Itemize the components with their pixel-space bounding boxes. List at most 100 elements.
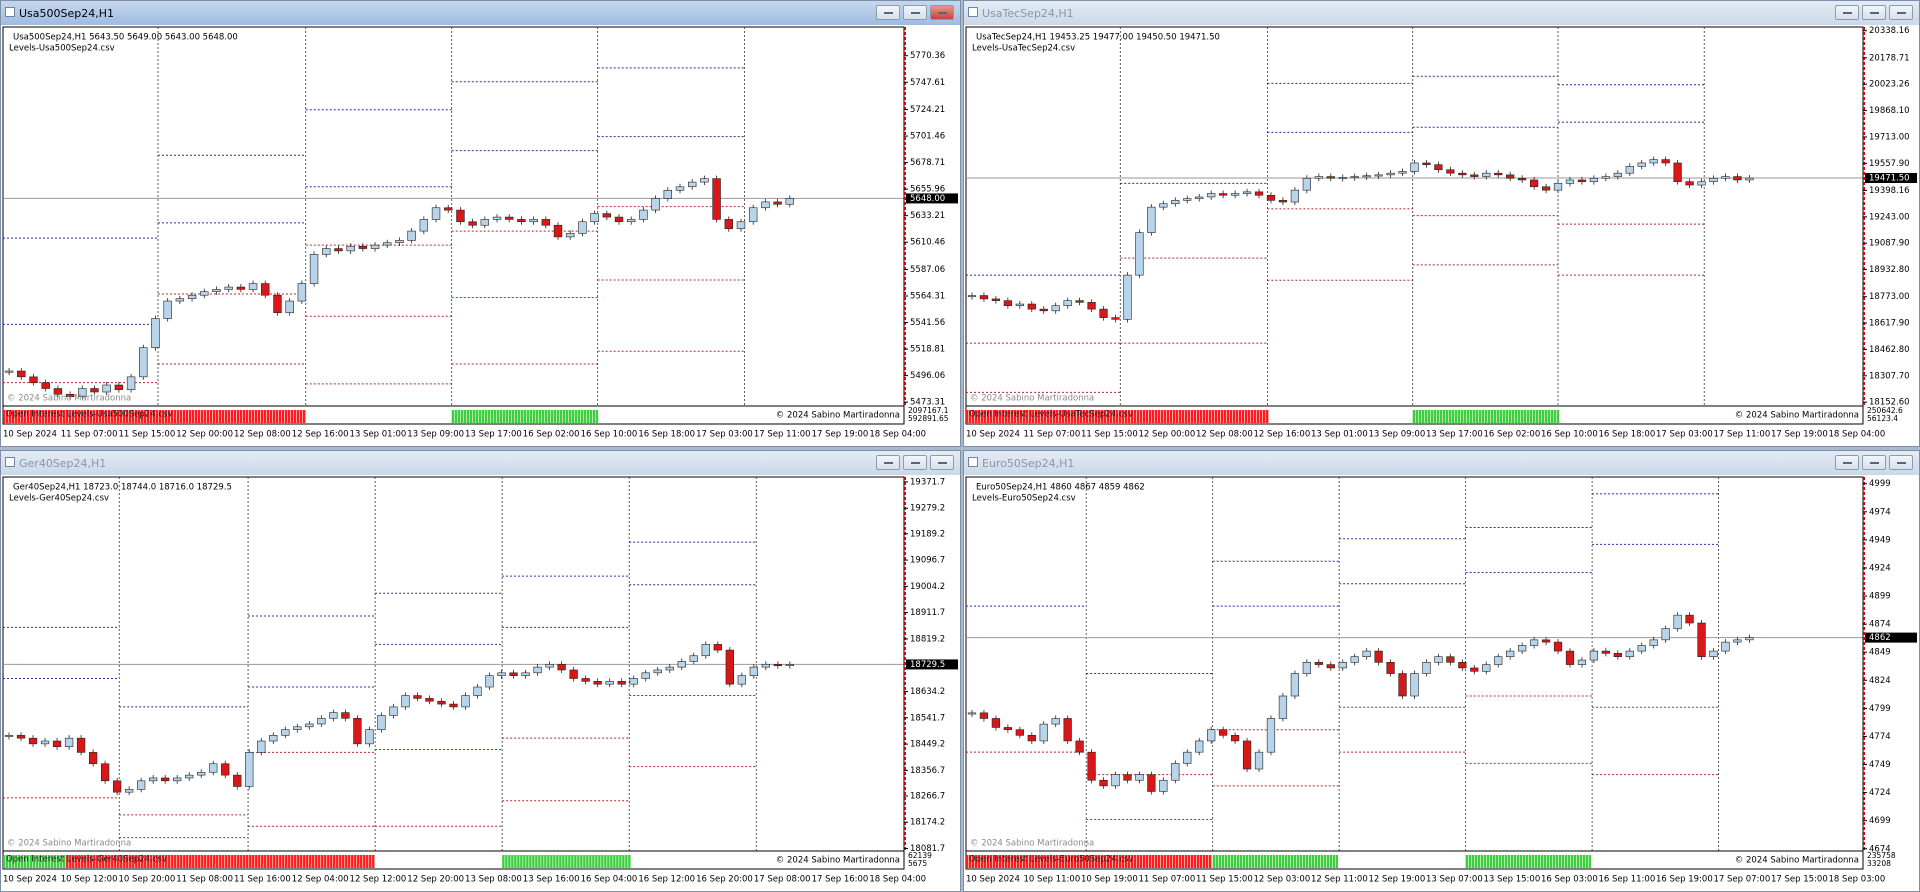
- indicator-bar: [1002, 410, 1005, 423]
- indicator-bar: [996, 855, 999, 868]
- indicator-bar: [1266, 855, 1270, 868]
- indicator-bar: [1544, 410, 1548, 423]
- price-tick-label: 18634.2: [910, 687, 945, 697]
- candle: [1171, 200, 1180, 205]
- indicator-bar: [1439, 410, 1443, 423]
- candle: [1410, 673, 1419, 697]
- time-label: 18 Sep 03:00: [1829, 875, 1886, 885]
- indicator-bar: [39, 855, 42, 868]
- indicator-bar: [198, 410, 201, 423]
- candle: [1697, 622, 1706, 657]
- indicator-bar: [51, 855, 54, 868]
- indicator-bar: [1424, 410, 1428, 423]
- candle: [602, 213, 612, 218]
- indicator-bar: [556, 410, 560, 423]
- indicator-bar: [1466, 410, 1470, 423]
- indicator-bar: [99, 855, 102, 868]
- indicator-bar: [276, 855, 279, 868]
- minimize-button[interactable]: [1835, 5, 1859, 20]
- maximize-button[interactable]: [903, 5, 927, 20]
- candle: [100, 763, 110, 782]
- chart-window[interactable]: UsaTecSep24,H1 UsaTecSep24,H1 19453.25 19…: [963, 0, 1920, 447]
- maximize-button[interactable]: [1862, 5, 1886, 20]
- indicator-bar: [978, 855, 981, 868]
- candle: [4, 735, 14, 737]
- candle: [1230, 193, 1240, 196]
- indicator-bar: [1507, 855, 1511, 868]
- candle: [785, 198, 794, 205]
- indicator-bar: [108, 855, 111, 868]
- indicator-bar: [24, 855, 27, 868]
- indicator-bar: [117, 855, 120, 868]
- candle: [1386, 172, 1395, 176]
- indicator-bar: [1526, 410, 1530, 423]
- indicator-bar: [1101, 855, 1104, 868]
- time-label: 10 Sep 19:00: [1081, 875, 1138, 885]
- indicator-bar: [273, 855, 276, 868]
- time-label: 17 Sep 11:00: [1714, 430, 1771, 440]
- indicator-bar: [159, 410, 162, 423]
- indicator-bar: [1206, 410, 1209, 423]
- close-button[interactable]: [930, 5, 954, 20]
- indicator-bar: [1167, 855, 1170, 868]
- maximize-button[interactable]: [1862, 455, 1886, 470]
- indicator-bar: [297, 855, 300, 868]
- candle: [285, 300, 294, 314]
- indicator-bar: [1125, 410, 1128, 423]
- time-label: 16 Sep 18:00: [1599, 430, 1656, 440]
- indicator-bar: [514, 410, 518, 423]
- indicator-bar: [1510, 855, 1514, 868]
- indicator-bar: [1011, 410, 1014, 423]
- indicator-bar: [84, 855, 87, 868]
- close-button[interactable]: [1889, 5, 1913, 20]
- indicator-bar: [1556, 410, 1560, 423]
- indicator-bar: [1194, 855, 1197, 868]
- indicator-bar: [1134, 855, 1137, 868]
- time-label: 17 Sep 19:00: [1771, 430, 1828, 440]
- indicator-bar: [30, 410, 33, 423]
- candle: [370, 244, 380, 249]
- indicator-bar: [327, 855, 330, 868]
- plot-border: [2, 26, 905, 407]
- candle: [1458, 662, 1467, 669]
- indicator-bar: [1017, 855, 1020, 868]
- indicator-bar: [1502, 410, 1506, 423]
- indicator-bar: [1263, 410, 1266, 423]
- minimize-button[interactable]: [876, 455, 900, 470]
- price-tick-label: 4749: [1869, 760, 1891, 770]
- minimize-button[interactable]: [1835, 455, 1859, 470]
- indicator-bar: [969, 855, 972, 868]
- chart-window[interactable]: Ger40Sep24,H1 Ger40Sep24,H1 18723.0 18744…: [0, 450, 961, 892]
- indicator-bar: [1008, 855, 1011, 868]
- indicator-bar: [1110, 410, 1113, 423]
- indicator-bar: [252, 410, 255, 423]
- candle: [497, 672, 506, 676]
- indicator-bar: [472, 410, 476, 423]
- chart-window[interactable]: Euro50Sep24,H1 Euro50Sep24,H1 4860 4867 4…: [963, 450, 1920, 892]
- close-button[interactable]: [930, 455, 954, 470]
- candle: [1565, 179, 1575, 184]
- candle: [40, 740, 50, 745]
- time-label: 13 Sep 07:00: [1426, 875, 1483, 885]
- indicator-bar: [610, 855, 613, 868]
- indicator-bar: [201, 855, 204, 868]
- maximize-button[interactable]: [903, 455, 927, 470]
- indicator-bar: [1451, 410, 1455, 423]
- plot-border: [965, 26, 1864, 407]
- indicator-bar: [15, 410, 18, 423]
- minimize-button[interactable]: [876, 5, 900, 20]
- candle: [1111, 774, 1120, 787]
- indicator-bar: [1546, 855, 1550, 868]
- candle: [553, 224, 563, 238]
- indicator-bar: [1468, 855, 1472, 868]
- indicator-bar: [270, 410, 273, 423]
- candle: [653, 669, 662, 674]
- chart-window[interactable]: Usa500Sep24,H1 Usa500Sep24,H1 5643.50 564…: [0, 0, 961, 447]
- indicator-bar: [105, 410, 108, 423]
- indicator-bar: [1173, 410, 1176, 423]
- indicator-bar: [156, 410, 159, 423]
- indicator-bar: [303, 855, 306, 868]
- indicator-bar: [583, 855, 586, 868]
- close-button[interactable]: [1889, 455, 1913, 470]
- indicator-bar: [174, 410, 177, 423]
